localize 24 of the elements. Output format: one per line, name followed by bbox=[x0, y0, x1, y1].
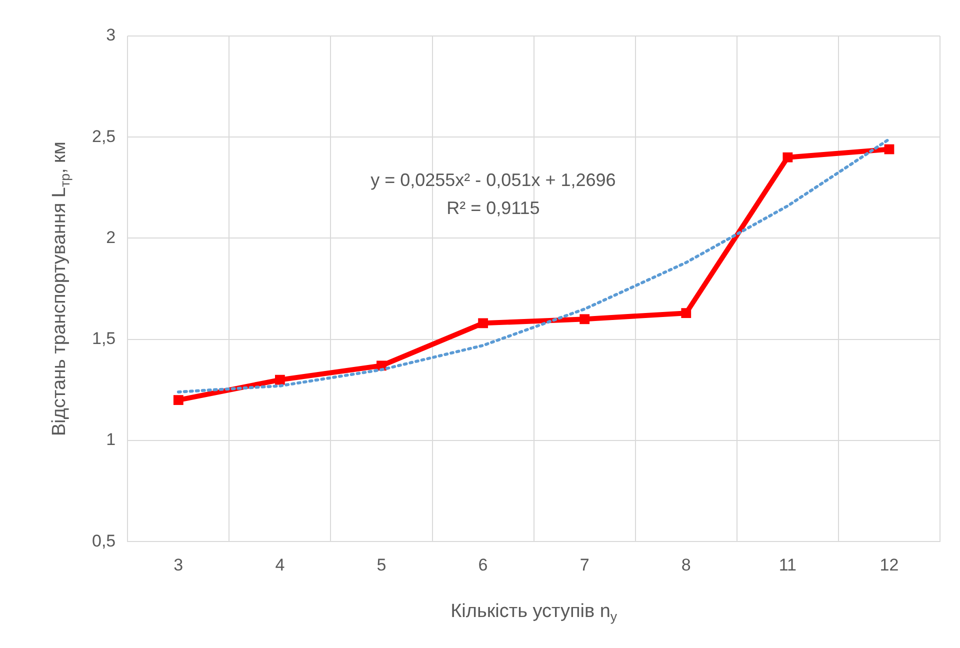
point bbox=[782, 152, 793, 162]
y-tick-label: 1,5 bbox=[92, 329, 116, 348]
point bbox=[681, 308, 692, 318]
x-tick-label: 6 bbox=[478, 555, 488, 574]
point bbox=[884, 144, 894, 154]
x-tick-label: 8 bbox=[681, 555, 691, 574]
point bbox=[173, 395, 184, 405]
x-tick-label: 5 bbox=[376, 555, 386, 574]
point bbox=[580, 314, 590, 324]
y-tick-label: 1 bbox=[106, 430, 116, 450]
annotation: R² = 0,9115 bbox=[446, 198, 540, 218]
y-tick-label: 0,5 bbox=[92, 531, 116, 550]
point bbox=[478, 318, 488, 328]
y-tick-label: 3 bbox=[106, 26, 116, 45]
x-tick-label: 11 bbox=[778, 555, 797, 574]
x-tick-label: 4 bbox=[275, 555, 285, 574]
annotation: y = 0,0255x² - 0,051x + 1,2696 bbox=[370, 170, 616, 190]
x-tick-label: 3 bbox=[174, 555, 184, 574]
y-tick-label: 2 bbox=[106, 228, 116, 247]
point bbox=[275, 374, 285, 385]
y-axis-title: Відстань транспортування Lтр, км bbox=[49, 142, 72, 436]
y-tick-label: 2,5 bbox=[92, 126, 116, 146]
x-tick-label: 7 bbox=[580, 555, 590, 574]
x-tick-label: 12 bbox=[880, 555, 899, 574]
